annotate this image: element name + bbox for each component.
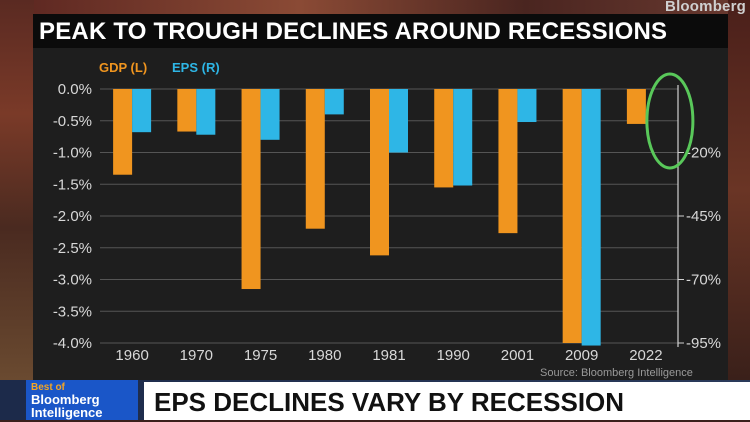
x-tick-label: 1975 <box>244 347 277 364</box>
legend-entry-eps: EPS (R) <box>172 60 220 75</box>
bar-gdp-1970 <box>177 89 197 132</box>
annotation-highlight-circle <box>645 72 695 170</box>
logo-line-2: Bloomberg <box>31 392 100 407</box>
x-tick-label: 1990 <box>437 347 470 364</box>
right-tick-label: -20% <box>686 145 721 162</box>
bar-gdp-1990 <box>434 89 454 188</box>
bar-series <box>113 89 646 346</box>
bar-eps-2009 <box>581 89 601 346</box>
x-tick-label: 2009 <box>565 347 598 364</box>
bar-eps-1975 <box>260 89 280 140</box>
bar-eps-1960 <box>132 89 152 133</box>
bar-gdp-1975 <box>241 89 261 290</box>
left-tick-label: -2.5% <box>53 240 92 257</box>
x-tick-label: 2022 <box>629 347 662 364</box>
bar-eps-2001 <box>517 89 537 123</box>
bar-gdp-2001 <box>498 89 518 234</box>
x-tick-label: 1980 <box>308 347 341 364</box>
logo-line-3: Intelligence <box>31 405 103 420</box>
left-tick-label: -4.0% <box>53 335 92 352</box>
bar-eps-1970 <box>196 89 216 135</box>
x-tick-label: 1960 <box>115 347 148 364</box>
left-tick-label: -1.5% <box>53 176 92 193</box>
x-axis-ticks: 1960 1970 1975 1980 1981 1990 2001 2009 2022 <box>115 347 662 364</box>
bar-gdp-1981 <box>370 89 389 256</box>
bar-gdp-1980 <box>305 89 325 229</box>
right-background <box>728 0 750 380</box>
logo-line-1: Best of <box>31 382 65 393</box>
chart-title: PEAK TO TROUGH DECLINES AROUND RECESSION… <box>33 14 728 48</box>
headline: EPS DECLINES VARY BY RECESSION <box>144 382 750 420</box>
right-tick-label: -95% <box>686 335 721 352</box>
left-tick-label: -3.5% <box>53 303 92 320</box>
bar-eps-1980 <box>324 89 344 115</box>
bar-eps-1981 <box>389 89 408 153</box>
bar-gdp-2022 <box>626 89 646 124</box>
bar-eps-1990 <box>453 89 473 186</box>
left-tick-label: 0.0% <box>58 81 92 98</box>
bar-gdp-2009 <box>562 89 582 343</box>
right-axis-ticks: -20% -45% -70% -95% <box>678 145 721 352</box>
left-tick-label: -0.5% <box>53 113 92 130</box>
left-tick-label: -2.0% <box>53 208 92 225</box>
legend-entry-gdp: GDP (L) <box>99 60 148 75</box>
right-tick-label: -45% <box>686 208 721 225</box>
bar-gdp-1960 <box>113 89 133 175</box>
left-background <box>0 0 34 380</box>
left-axis-ticks: 0.0% -0.5% -1.0% -1.5% -2.0% -2.5% -3.0% -3.5% -… <box>53 81 92 352</box>
brand-logo: Bloomberg <box>665 0 746 15</box>
left-tick-label: -3.0% <box>53 272 92 289</box>
left-tick-label: -1.0% <box>53 145 92 162</box>
source-note: Source: Bloomberg Intelligence <box>540 367 693 379</box>
top-background <box>0 0 750 14</box>
x-tick-label: 2001 <box>501 347 534 364</box>
show-logo: Best of Bloomberg Intelligence <box>26 380 138 420</box>
x-tick-label: 1981 <box>372 347 405 364</box>
x-tick-label: 1970 <box>180 347 213 364</box>
right-tick-label: -70% <box>686 272 721 289</box>
